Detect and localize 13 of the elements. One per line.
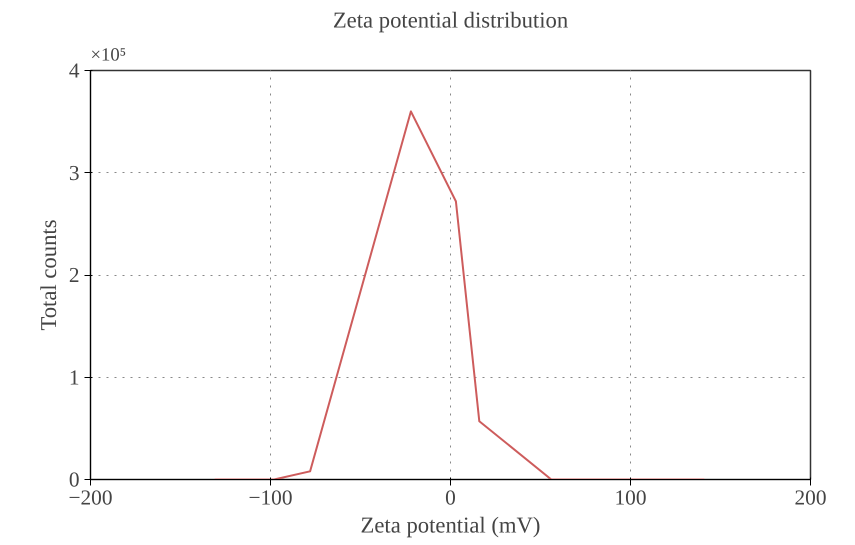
x-tick-label: 200 [794, 486, 827, 510]
y-tick-label: 4 [68, 58, 80, 82]
x-axis-title: Zeta potential (mV) [360, 512, 540, 538]
y-tick-label: 3 [68, 160, 80, 185]
text: ×10⁵ [90, 44, 126, 66]
y-axis-title: Total counts [36, 219, 61, 331]
x-tick-label: 100 [614, 486, 647, 510]
x-tick-label: 0 [445, 486, 456, 510]
chart-title: Zeta potential distribution [332, 8, 568, 32]
y-tick-label: 1 [68, 365, 80, 390]
y-tick-label: 2 [68, 263, 80, 287]
line-series [214, 110, 706, 480]
x-tick-label: −100 [248, 486, 293, 510]
